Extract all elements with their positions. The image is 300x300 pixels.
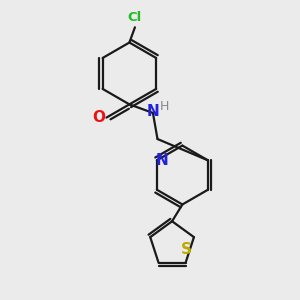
Text: N: N [156, 153, 169, 168]
Text: S: S [181, 242, 192, 257]
Text: Cl: Cl [128, 11, 142, 24]
Text: H: H [159, 100, 169, 113]
Text: N: N [146, 104, 159, 119]
Text: O: O [93, 110, 106, 125]
